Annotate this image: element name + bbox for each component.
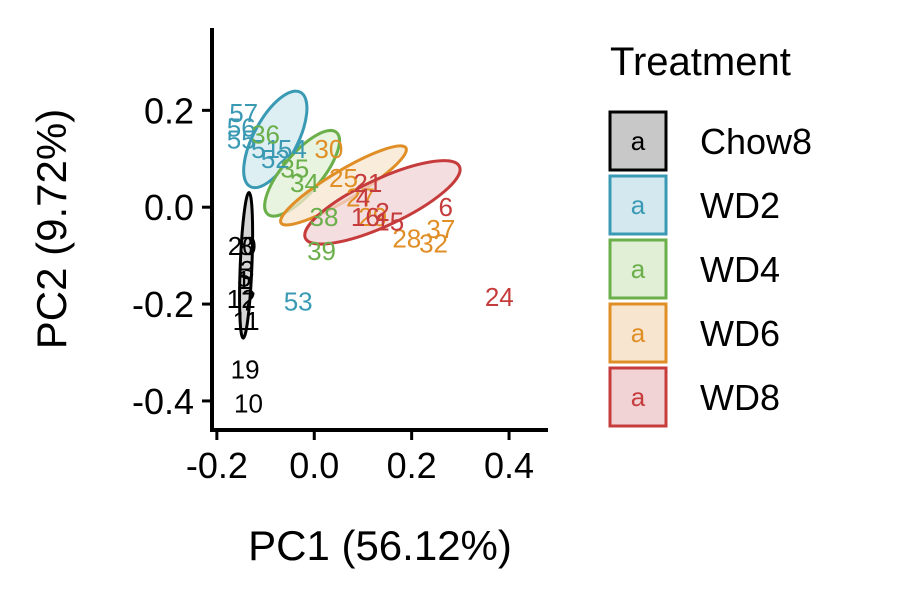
legend-key — [608, 302, 668, 364]
legend-item-wd6: a WD6 — [608, 302, 780, 364]
legend-key-glyph: a — [631, 126, 646, 156]
point-label-chow8: 8 — [239, 231, 253, 261]
point-label-wd2: 55 — [227, 124, 256, 154]
legend-key-glyph: a — [631, 190, 646, 220]
point-label-wd6: 29 — [358, 202, 387, 232]
legend-key — [608, 238, 668, 300]
point-label-chow8: 11 — [233, 306, 260, 336]
x-axis-title: PC1 (56.12%) — [248, 522, 512, 569]
legend-label: WD6 — [700, 313, 780, 354]
x-tick-label: 0.0 — [289, 445, 339, 486]
point-label-chow8: 19 — [231, 354, 260, 384]
x-tick-label: -0.2 — [186, 445, 248, 486]
point-label-wd4: 35 — [280, 153, 309, 183]
point-label-wd8: 4 — [356, 183, 370, 213]
point-label-wd2: 53 — [284, 287, 313, 317]
point-label-wd2: 52 — [261, 144, 290, 174]
legend-label: WD8 — [700, 377, 780, 418]
legend-key — [608, 174, 668, 236]
point-label-wd6: 32 — [419, 229, 448, 259]
point-label-wd6: 37 — [426, 214, 455, 244]
x-tick-label: 0.4 — [484, 445, 534, 486]
legend-label: WD4 — [700, 249, 780, 290]
point-label-wd4: 34 — [290, 168, 319, 198]
y-axis-title: PC2 (9.72%) — [28, 109, 75, 349]
legend-key-glyph: a — [631, 254, 646, 284]
x-axis-ticks: -0.2 0.0 0.2 0.4 — [186, 430, 534, 486]
legend-item-wd2: a WD2 — [608, 174, 780, 236]
legend-item-chow8: a Chow8 — [608, 110, 812, 172]
legend-title: Treatment — [610, 40, 791, 84]
legend-key-glyph: a — [631, 318, 646, 348]
legend-item-wd8: a WD8 — [608, 366, 780, 428]
point-label-wd6: 27 — [346, 183, 375, 213]
y-tick-label: -0.4 — [132, 381, 194, 422]
point-label-wd8: 21 — [353, 168, 382, 198]
point-label-wd8: 16 — [351, 202, 380, 232]
legend-key-glyph: a — [631, 382, 646, 412]
x-tick-label: 0.2 — [387, 445, 437, 486]
point-label-wd6: 25 — [329, 163, 358, 193]
point-label-chow8: 7 — [241, 287, 255, 317]
ellipse-chow8 — [238, 191, 255, 340]
point-label-chow8: 5 — [237, 262, 251, 292]
point-label-chow8: 12 — [227, 284, 256, 314]
point-label-chow8: 10 — [234, 388, 263, 418]
plot-panel: 2083511271119105756555152545336353438393… — [227, 89, 514, 419]
y-tick-label: -0.2 — [132, 284, 194, 325]
point-label-wd8: 6 — [439, 192, 453, 222]
legend-key — [608, 366, 668, 428]
legend-label: Chow8 — [700, 121, 812, 162]
point-label-chow8: 20 — [228, 231, 257, 261]
point-label-wd2: 56 — [227, 112, 256, 142]
legend-item-wd4: a WD4 — [608, 238, 780, 300]
point-label-chow8: 3 — [240, 255, 254, 285]
ellipse-wd8 — [303, 159, 462, 246]
point-label-wd4: 36 — [251, 120, 280, 150]
point-label-chow8: 1 — [236, 265, 250, 295]
ellipse-wd2 — [242, 89, 309, 190]
axes: -0.2 0.0 0.2 0.4 -0.4 -0.2 0.0 0.2 — [132, 28, 548, 486]
legend-items: a Chow8 a WD2 a WD4 a WD6 a WD8 — [608, 110, 812, 428]
point-label-wd2: 51 — [251, 134, 280, 164]
point-label-wd8: 2 — [375, 197, 389, 227]
legend-label: WD2 — [700, 185, 780, 226]
point-label-wd4: 39 — [307, 236, 336, 266]
confidence-ellipses — [238, 89, 462, 340]
point-label-wd6: 30 — [314, 134, 343, 164]
legend-key — [608, 110, 668, 172]
point-label-wd8: 24 — [485, 282, 514, 312]
point-label-wd4: 38 — [310, 202, 339, 232]
point-label-wd2: 54 — [278, 134, 307, 164]
y-axis-ticks: -0.4 -0.2 0.0 0.2 — [132, 90, 212, 422]
y-tick-label: 0.2 — [144, 90, 194, 131]
point-label-wd2: 57 — [229, 98, 258, 128]
point-label-wd8: 15 — [375, 207, 404, 237]
legend: Treatment a Chow8 a WD2 a WD4 a WD6 a WD8 — [608, 40, 812, 428]
point-label-wd6: 28 — [392, 224, 421, 254]
sample-labels: 2083511271119105756555152545336353438393… — [227, 98, 514, 419]
y-tick-label: 0.0 — [144, 187, 194, 228]
